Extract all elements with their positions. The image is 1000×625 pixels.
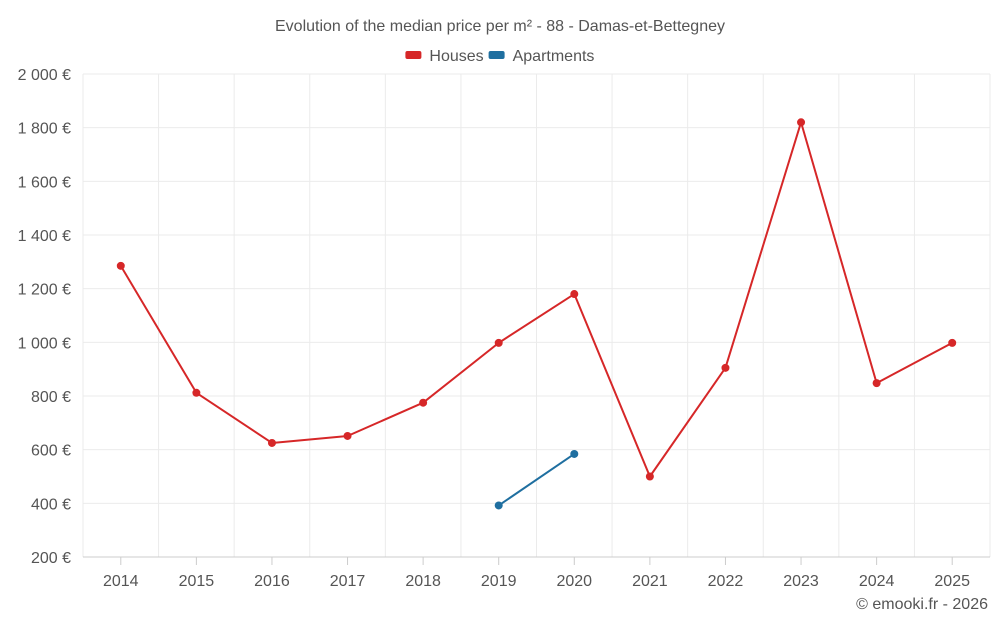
x-tick-label: 2014 — [103, 573, 139, 590]
grid — [82, 73, 991, 557]
x-tick-label: 2018 — [405, 573, 441, 590]
data-point-houses — [267, 438, 276, 447]
data-point-houses — [872, 379, 881, 388]
data-point-apartments — [494, 501, 503, 510]
x-tick-label: 2021 — [632, 573, 668, 590]
x-tick-label: 2023 — [783, 573, 819, 590]
data-point-apartments — [570, 449, 579, 458]
x-tick-label: 2020 — [556, 573, 592, 590]
y-axis: 200 € 400 € 600 € 800 € 1 000 € 1 200 € 1 400 … — [18, 67, 71, 567]
chart-title: Evolution of the median price per m² - 8… — [275, 18, 725, 35]
data-point-houses — [797, 118, 806, 127]
y-tick-label: 400 € — [31, 496, 71, 513]
y-tick-label: 1 800 € — [18, 121, 71, 138]
data-point-houses — [494, 338, 503, 347]
data-point-houses — [570, 290, 579, 299]
x-tick-label: 2019 — [481, 573, 517, 590]
legend-label-apartments: Apartments — [513, 48, 595, 65]
data-point-houses — [645, 472, 654, 481]
y-tick-label: 1 000 € — [18, 335, 71, 352]
x-tick-label: 2016 — [254, 573, 290, 590]
series-line-houses — [119, 121, 953, 478]
y-tick-label: 600 € — [31, 443, 71, 460]
x-axis: 2014 2015 2016 2017 2018 2019 2020 2021 2022 2023… — [83, 556, 990, 590]
series-line-apartments — [498, 453, 575, 507]
x-tick-label: 2024 — [859, 573, 895, 590]
y-tick-label: 1 400 € — [18, 228, 71, 245]
data-point-houses — [948, 338, 957, 347]
y-tick-label: 800 € — [31, 389, 71, 406]
series-apartments — [494, 449, 579, 510]
legend-label-houses: Houses — [429, 48, 483, 65]
y-tick-label: 1 200 € — [18, 282, 71, 299]
y-tick-label: 200 € — [31, 550, 71, 567]
series-houses — [116, 118, 957, 481]
x-tick-label: 2015 — [179, 573, 215, 590]
data-point-houses — [343, 431, 352, 440]
y-tick-label: 2 000 € — [18, 67, 71, 84]
legend-swatch-houses — [405, 51, 422, 59]
data-point-houses — [419, 398, 428, 407]
legend-swatch-apartments — [488, 51, 505, 59]
chart-credit: © emooki.fr - 2026 — [856, 596, 988, 613]
x-tick-label: 2017 — [330, 573, 366, 590]
series — [116, 118, 957, 510]
x-tick-label: 2022 — [708, 573, 744, 590]
data-point-houses — [721, 363, 730, 372]
x-tick-label: 2025 — [934, 573, 970, 590]
data-point-houses — [192, 388, 201, 397]
y-tick-label: 1 600 € — [18, 174, 71, 191]
data-point-houses — [116, 261, 125, 270]
legend: Houses Apartments — [405, 48, 594, 65]
